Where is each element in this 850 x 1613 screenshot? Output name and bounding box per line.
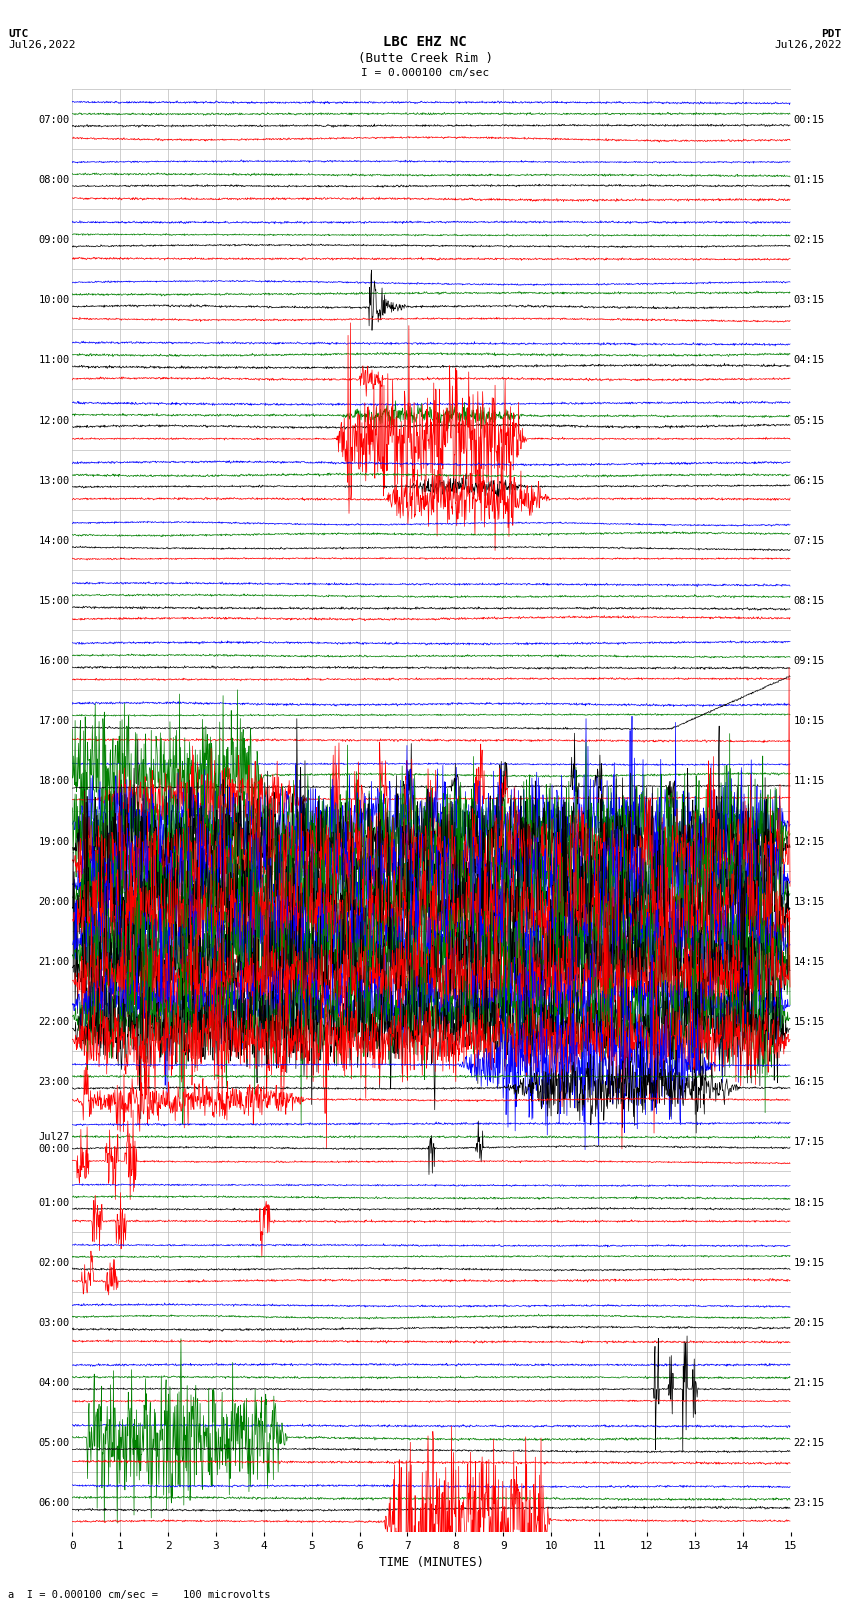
Text: Jul26,2022: Jul26,2022: [8, 40, 76, 50]
Text: Jul26,2022: Jul26,2022: [774, 40, 842, 50]
Text: a  I = 0.000100 cm/sec =    100 microvolts: a I = 0.000100 cm/sec = 100 microvolts: [8, 1590, 271, 1600]
Text: (Butte Creek Rim ): (Butte Creek Rim ): [358, 52, 492, 65]
Text: LBC EHZ NC: LBC EHZ NC: [383, 35, 467, 50]
X-axis label: TIME (MINUTES): TIME (MINUTES): [379, 1555, 484, 1568]
Text: I = 0.000100 cm/sec: I = 0.000100 cm/sec: [361, 68, 489, 77]
Text: UTC: UTC: [8, 29, 29, 39]
Text: PDT: PDT: [821, 29, 842, 39]
